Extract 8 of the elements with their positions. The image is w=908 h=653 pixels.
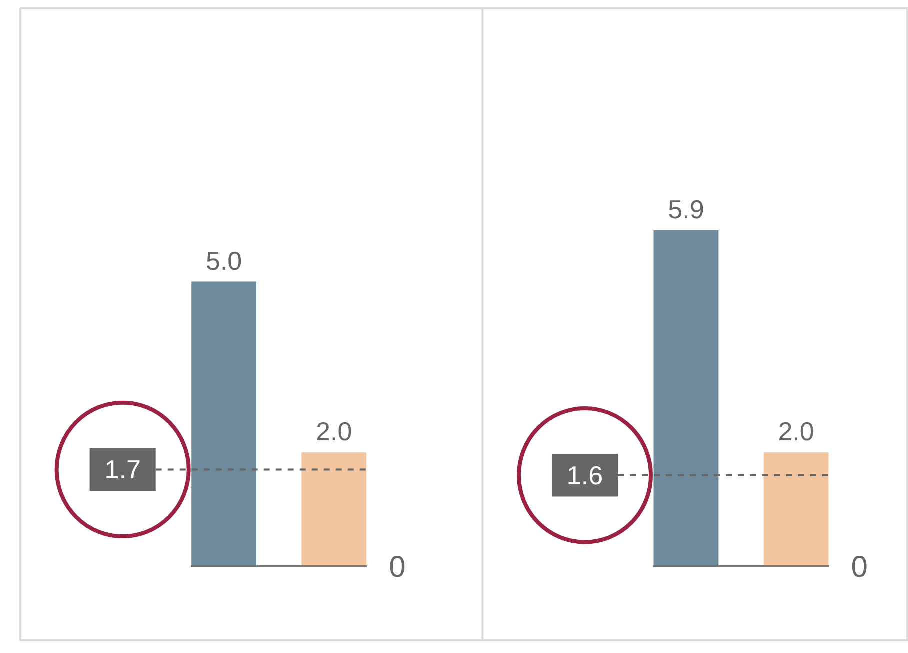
ref-line-label: 1.7 <box>104 454 141 485</box>
data-label: 2.0 <box>316 416 352 447</box>
ref-line-label: 1.6 <box>566 460 604 490</box>
data-label: 5.9 <box>668 194 704 225</box>
annotation: 0 <box>389 550 406 584</box>
data-label: 5.0 <box>206 246 242 276</box>
data-label: 2.0 <box>778 416 814 447</box>
annotation: 0 <box>851 550 868 584</box>
